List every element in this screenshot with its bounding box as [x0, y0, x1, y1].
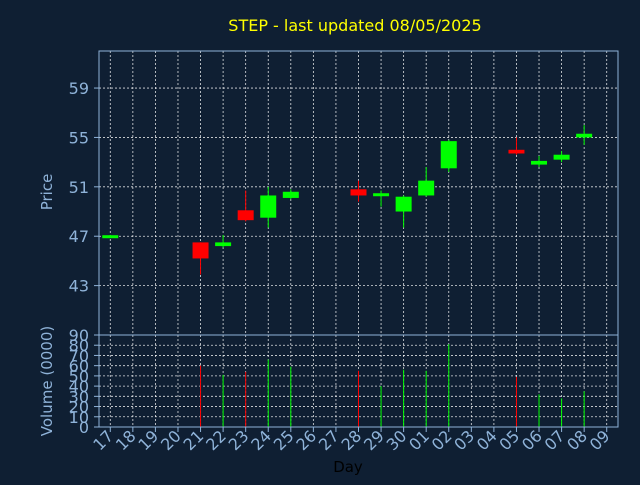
volume-tick-label-80: 80 — [69, 336, 89, 355]
candle-body-07 — [553, 154, 570, 160]
volume-y-label: Volume (0000) — [38, 326, 56, 436]
candle-body-02 — [440, 141, 457, 169]
volume-tick-label-20: 20 — [69, 398, 89, 417]
candle-body-23 — [237, 210, 254, 221]
candle-body-17 — [102, 235, 119, 239]
chart-title: STEP - last updated 08/05/2025 — [228, 16, 481, 35]
x-ticks: 1718192021222324252627282930010203040506… — [89, 426, 613, 454]
volume-tick-label-0: 0 — [79, 418, 89, 437]
volume-tick-label-50: 50 — [69, 367, 89, 386]
price-tick-label-59: 59 — [69, 79, 89, 98]
candle-body-28 — [350, 189, 367, 196]
candle-body-25 — [282, 191, 299, 198]
volume-tick-label-40: 40 — [69, 377, 89, 396]
candle-body-29 — [373, 193, 390, 197]
candle-body-30 — [395, 196, 412, 212]
candle-body-21 — [192, 242, 209, 259]
volume-bars — [200, 344, 585, 427]
price-tick-label-55: 55 — [69, 128, 89, 147]
price-tick-label-43: 43 — [69, 277, 89, 296]
candle-body-08 — [576, 133, 593, 138]
candles — [102, 125, 593, 275]
price-tick-label-47: 47 — [69, 227, 89, 246]
candle-body-05 — [508, 149, 525, 154]
candle-body-06 — [531, 160, 548, 165]
grid — [99, 51, 618, 428]
volume-tick-label-10: 10 — [69, 408, 89, 427]
candle-body-22 — [215, 242, 232, 247]
volume-tick-label-90: 90 — [69, 326, 89, 345]
candle-body-24 — [260, 195, 277, 218]
price-y-label: Price — [38, 174, 56, 211]
volume-tick-label-60: 60 — [69, 357, 89, 376]
price-y-ticks: 43 47 51 55 59 — [69, 79, 99, 296]
price-tick-label-51: 51 — [69, 178, 89, 197]
candle-body-01 — [418, 180, 435, 196]
x-axis-label: Day — [333, 458, 363, 476]
volume-tick-label-70: 70 — [69, 346, 89, 365]
volume-tick-label-30: 30 — [69, 387, 89, 406]
x-tick-label-22: 09 — [586, 426, 614, 454]
